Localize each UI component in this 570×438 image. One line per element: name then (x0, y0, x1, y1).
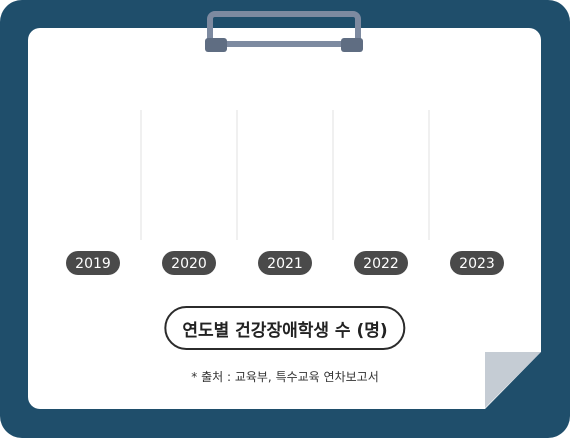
x-tick-label: 2023 (459, 256, 495, 272)
x-tick-2022: 2022 (354, 251, 408, 275)
x-tick-2023: 2023 (450, 251, 504, 275)
x-tick-2019: 2019 (66, 251, 120, 275)
x-tick-label: 2020 (171, 256, 207, 272)
x-tick-2021: 2021 (258, 251, 312, 275)
year-pill (66, 251, 120, 275)
x-tick-label: 2022 (363, 256, 399, 272)
year-pill (354, 251, 408, 275)
clipboard-clip-icon (205, 11, 363, 52)
source-note: * 출처 : 교육부, 특수교육 연차보고서 (191, 370, 379, 384)
year-pill (162, 251, 216, 275)
chart-title-badge: 연도별 건강장애학생 수 (명) (164, 306, 406, 350)
chart-title: 연도별 건강장애학생 수 (명) (182, 320, 388, 341)
year-pill (450, 251, 504, 275)
year-pill (258, 251, 312, 275)
x-tick-2020: 2020 (162, 251, 216, 275)
x-tick-label: 2019 (75, 256, 111, 272)
x-tick-label: 2021 (267, 256, 303, 272)
